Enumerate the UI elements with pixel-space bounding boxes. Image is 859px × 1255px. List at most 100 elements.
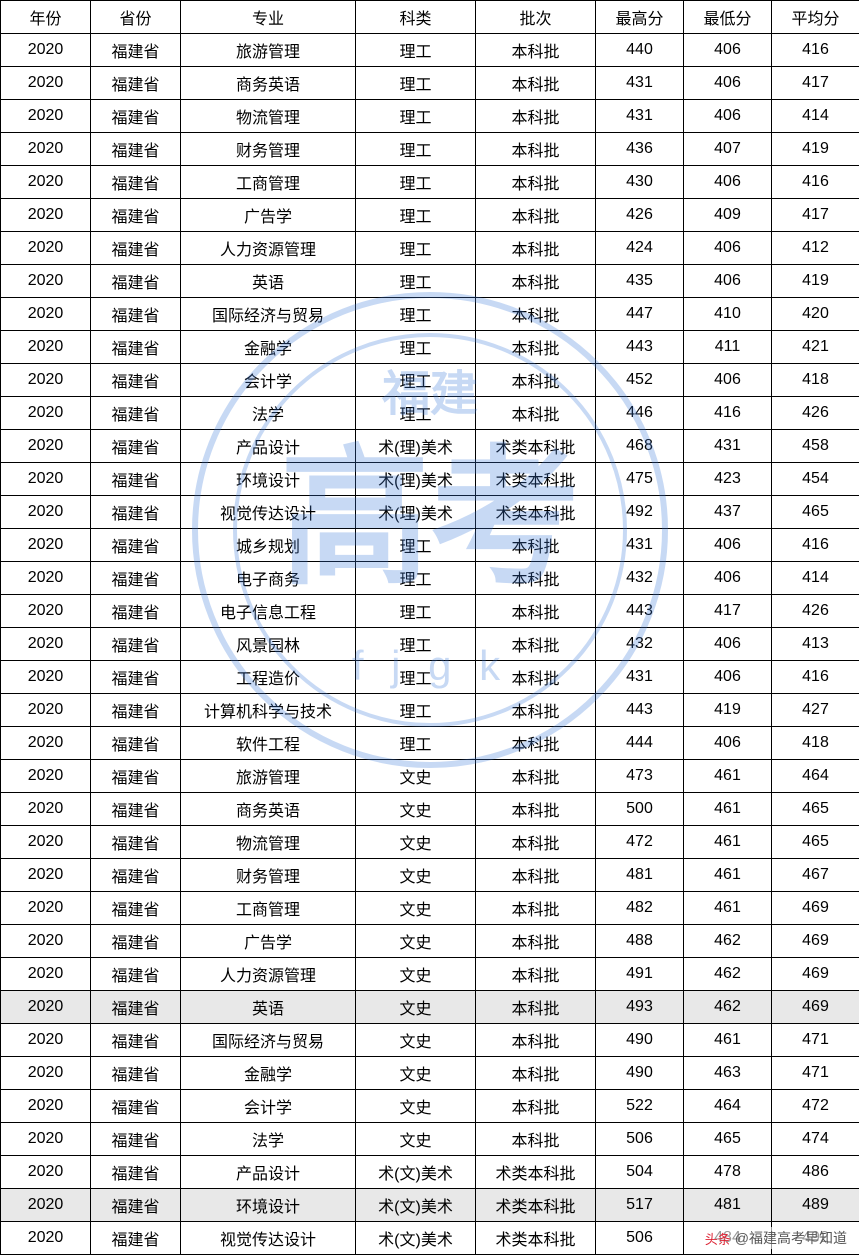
table-cell: 474 — [772, 1123, 859, 1156]
table-cell: 406 — [684, 67, 772, 100]
table-cell: 454 — [772, 463, 859, 496]
table-cell: 2020 — [1, 397, 91, 430]
table-cell: 本科批 — [476, 199, 596, 232]
table-cell: 437 — [684, 496, 772, 529]
table-cell: 福建省 — [91, 67, 181, 100]
table-cell: 福建省 — [91, 595, 181, 628]
table-row: 2020福建省产品设计术(理)美术术类本科批468431458 — [1, 430, 859, 463]
table-cell: 418 — [772, 727, 859, 760]
table-cell: 413 — [772, 628, 859, 661]
table-cell: 福建省 — [91, 364, 181, 397]
table-cell: 465 — [772, 496, 859, 529]
table-cell: 2020 — [1, 562, 91, 595]
table-cell: 福建省 — [91, 991, 181, 1024]
table-cell: 本科批 — [476, 166, 596, 199]
table-cell: 商务英语 — [181, 67, 356, 100]
table-cell: 文史 — [356, 991, 476, 1024]
table-cell: 理工 — [356, 298, 476, 331]
table-cell: 产品设计 — [181, 430, 356, 463]
table-row: 2020福建省软件工程理工本科批444406418 — [1, 727, 859, 760]
table-cell: 469 — [772, 991, 859, 1024]
table-row: 2020福建省人力资源管理理工本科批424406412 — [1, 232, 859, 265]
table-cell: 术类本科批 — [476, 496, 596, 529]
table-row: 2020福建省商务英语文史本科批500461465 — [1, 793, 859, 826]
table-cell: 458 — [772, 430, 859, 463]
table-cell: 理工 — [356, 232, 476, 265]
table-cell: 2020 — [1, 430, 91, 463]
table-cell: 理工 — [356, 562, 476, 595]
table-cell: 福建省 — [91, 298, 181, 331]
table-cell: 术(文)美术 — [356, 1156, 476, 1189]
table-cell: 本科批 — [476, 1090, 596, 1123]
table-cell: 491 — [596, 958, 684, 991]
table-cell: 465 — [772, 826, 859, 859]
table-cell: 2020 — [1, 463, 91, 496]
table-cell: 福建省 — [91, 166, 181, 199]
table-cell: 财务管理 — [181, 133, 356, 166]
table-cell: 本科批 — [476, 364, 596, 397]
table-cell: 财务管理 — [181, 859, 356, 892]
table-cell: 术(理)美术 — [356, 496, 476, 529]
table-cell: 462 — [684, 991, 772, 1024]
table-cell: 406 — [684, 727, 772, 760]
table-cell: 物流管理 — [181, 100, 356, 133]
table-cell: 术类本科批 — [476, 463, 596, 496]
table-cell: 福建省 — [91, 397, 181, 430]
table-cell: 416 — [772, 661, 859, 694]
table-row: 2020福建省金融学文史本科批490463471 — [1, 1057, 859, 1090]
table-cell: 406 — [684, 529, 772, 562]
table-cell: 435 — [596, 265, 684, 298]
table-cell: 广告学 — [181, 199, 356, 232]
table-cell: 420 — [772, 298, 859, 331]
table-cell: 物流管理 — [181, 826, 356, 859]
table-cell: 464 — [684, 1090, 772, 1123]
table-cell: 461 — [684, 826, 772, 859]
table-cell: 447 — [596, 298, 684, 331]
table-cell: 本科批 — [476, 1024, 596, 1057]
table-cell: 福建省 — [91, 133, 181, 166]
table-cell: 446 — [596, 397, 684, 430]
table-cell: 国际经济与贸易 — [181, 298, 356, 331]
table-cell: 492 — [596, 496, 684, 529]
table-cell: 法学 — [181, 397, 356, 430]
col-header: 批次 — [476, 1, 596, 34]
table-cell: 理工 — [356, 727, 476, 760]
table-row: 2020福建省会计学理工本科批452406418 — [1, 364, 859, 397]
table-cell: 本科批 — [476, 628, 596, 661]
table-cell: 416 — [684, 397, 772, 430]
table-cell: 2020 — [1, 1057, 91, 1090]
table-row: 2020福建省英语理工本科批435406419 — [1, 265, 859, 298]
table-cell: 本科批 — [476, 331, 596, 364]
table-cell: 2020 — [1, 100, 91, 133]
table-cell: 福建省 — [91, 1123, 181, 1156]
table-cell: 481 — [596, 859, 684, 892]
table-row: 2020福建省金融学理工本科批443411421 — [1, 331, 859, 364]
table-cell: 481 — [684, 1189, 772, 1222]
table-cell: 本科批 — [476, 34, 596, 67]
table-cell: 本科批 — [476, 529, 596, 562]
table-cell: 418 — [772, 364, 859, 397]
table-cell: 人力资源管理 — [181, 232, 356, 265]
table-cell: 462 — [684, 925, 772, 958]
table-cell: 文史 — [356, 925, 476, 958]
score-table: 年份省份专业科类批次最高分最低分平均分 2020福建省旅游管理理工本科批4404… — [0, 0, 859, 1255]
table-cell: 会计学 — [181, 364, 356, 397]
table-row: 2020福建省英语文史本科批493462469 — [1, 991, 859, 1024]
table-cell: 福建省 — [91, 265, 181, 298]
table-cell: 424 — [596, 232, 684, 265]
table-cell: 2020 — [1, 1222, 91, 1255]
table-cell: 2020 — [1, 199, 91, 232]
table-cell: 465 — [684, 1123, 772, 1156]
table-cell: 福建省 — [91, 628, 181, 661]
table-cell: 商务英语 — [181, 793, 356, 826]
score-table-container: 福建 高考 f j g k 年份省份专业科类批次最高分最低分平均分 2020福建… — [0, 0, 859, 1255]
table-cell: 443 — [596, 595, 684, 628]
table-cell: 工程造价 — [181, 661, 356, 694]
table-cell: 2020 — [1, 331, 91, 364]
table-row: 2020福建省法学文史本科批506465474 — [1, 1123, 859, 1156]
table-cell: 406 — [684, 232, 772, 265]
table-cell: 电子商务 — [181, 562, 356, 595]
table-cell: 本科批 — [476, 925, 596, 958]
table-cell: 国际经济与贸易 — [181, 1024, 356, 1057]
table-cell: 福建省 — [91, 793, 181, 826]
